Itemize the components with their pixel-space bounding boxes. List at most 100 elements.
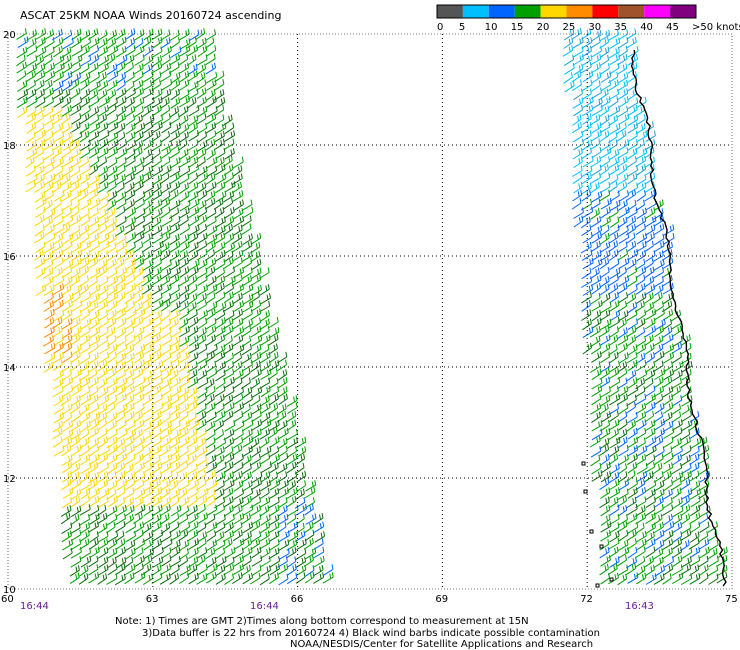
wind-barb bbox=[607, 283, 619, 295]
wind-barb bbox=[78, 156, 89, 169]
wind-barb bbox=[644, 266, 655, 279]
wind-barb bbox=[205, 429, 216, 441]
wind-barb bbox=[25, 113, 37, 125]
wind-barb bbox=[654, 376, 664, 389]
wind-barb bbox=[178, 513, 189, 526]
wind-barb bbox=[170, 46, 182, 58]
wind-barb bbox=[142, 487, 154, 499]
wind-barb bbox=[224, 505, 234, 517]
wind-barb bbox=[61, 199, 73, 212]
wind-barb bbox=[205, 402, 216, 415]
wind-barb bbox=[134, 198, 145, 211]
wind-barb bbox=[98, 317, 109, 329]
wind-barb bbox=[88, 96, 100, 108]
wind-barb bbox=[116, 79, 126, 92]
wind-barb bbox=[70, 113, 82, 125]
wind-barb bbox=[43, 292, 54, 304]
wind-barb bbox=[572, 147, 583, 160]
wind-barb bbox=[581, 45, 592, 58]
wind-barb bbox=[98, 207, 109, 220]
wind-barb bbox=[634, 327, 646, 339]
wind-barb bbox=[124, 45, 136, 57]
wind-barb bbox=[636, 572, 647, 585]
colorbar-label: 25 bbox=[563, 22, 576, 33]
wind-barb bbox=[278, 445, 288, 458]
wind-barb bbox=[188, 122, 198, 134]
wind-barb bbox=[600, 96, 611, 108]
colorbar-label: 10 bbox=[485, 22, 498, 33]
wind-barb bbox=[661, 470, 672, 483]
wind-barb bbox=[53, 45, 63, 58]
wind-barb bbox=[314, 531, 326, 543]
wind-barb bbox=[107, 45, 119, 57]
wind-barb bbox=[205, 53, 216, 66]
wind-barb bbox=[223, 461, 234, 474]
wind-barb bbox=[97, 418, 107, 431]
wind-barb bbox=[169, 241, 181, 253]
wind-barb bbox=[142, 453, 154, 465]
wind-barb bbox=[617, 318, 627, 330]
wind-barb bbox=[233, 300, 244, 312]
wind-barb bbox=[61, 369, 72, 382]
wind-barb bbox=[188, 266, 199, 279]
colorbar-swatch bbox=[540, 5, 567, 18]
colorbar: 0 5 10 15 20 25 30 35 40 45 >50 knots bbox=[436, 4, 740, 33]
wind-barb bbox=[168, 113, 180, 126]
wind-barb bbox=[277, 497, 288, 509]
wind-barb bbox=[609, 393, 621, 406]
wind-barb bbox=[215, 361, 226, 373]
wind-barb bbox=[242, 521, 254, 534]
wind-barb bbox=[187, 386, 198, 399]
wind-barb bbox=[43, 148, 54, 161]
wind-barb bbox=[609, 190, 620, 202]
lon-tick-label: 72 bbox=[580, 594, 593, 605]
wind-barb bbox=[25, 88, 37, 101]
wind-barb bbox=[89, 411, 101, 424]
wind-barb bbox=[617, 147, 629, 159]
wind-barb bbox=[205, 181, 217, 194]
wind-barb bbox=[698, 555, 709, 568]
wind-barb bbox=[608, 537, 620, 550]
wind-barb bbox=[224, 310, 235, 322]
wind-barb bbox=[618, 444, 629, 457]
wind-barb bbox=[581, 130, 592, 142]
coastline bbox=[581, 49, 727, 588]
wind-barb bbox=[124, 572, 135, 585]
wind-barb bbox=[670, 377, 682, 390]
wind-barb bbox=[609, 258, 620, 271]
wind-barb bbox=[690, 437, 702, 449]
wind-barb bbox=[618, 206, 630, 219]
wind-barb bbox=[170, 79, 181, 91]
wind-barb bbox=[652, 360, 664, 373]
wind-barb bbox=[644, 317, 656, 330]
wind-barb bbox=[142, 122, 153, 134]
wind-barb bbox=[608, 156, 620, 169]
wind-barb bbox=[609, 351, 619, 364]
wind-barb bbox=[160, 97, 170, 109]
wind-barb bbox=[618, 225, 629, 237]
wind-barb bbox=[627, 487, 638, 499]
wind-barb bbox=[71, 300, 83, 312]
wind-barb bbox=[627, 462, 638, 474]
wind-barb bbox=[97, 105, 109, 117]
wind-barb bbox=[196, 564, 208, 576]
wind-barb bbox=[250, 377, 260, 390]
wind-barb bbox=[609, 224, 620, 237]
wind-barb bbox=[643, 258, 654, 270]
wind-barb bbox=[645, 393, 656, 406]
wind-barb bbox=[151, 393, 163, 405]
wind-barb bbox=[663, 513, 673, 526]
wind-barb bbox=[591, 104, 603, 117]
wind-barb bbox=[680, 454, 691, 467]
wind-barb bbox=[231, 173, 243, 186]
wind-barb bbox=[134, 191, 146, 203]
wind-barb bbox=[196, 284, 208, 297]
wind-barb bbox=[626, 420, 636, 432]
wind-barb bbox=[618, 232, 630, 245]
wind-barb bbox=[196, 547, 208, 559]
wind-barb bbox=[169, 106, 179, 118]
wind-barb bbox=[251, 258, 262, 271]
wind-barb bbox=[589, 182, 600, 194]
wind-barb bbox=[241, 463, 252, 475]
wind-barb bbox=[617, 334, 629, 346]
